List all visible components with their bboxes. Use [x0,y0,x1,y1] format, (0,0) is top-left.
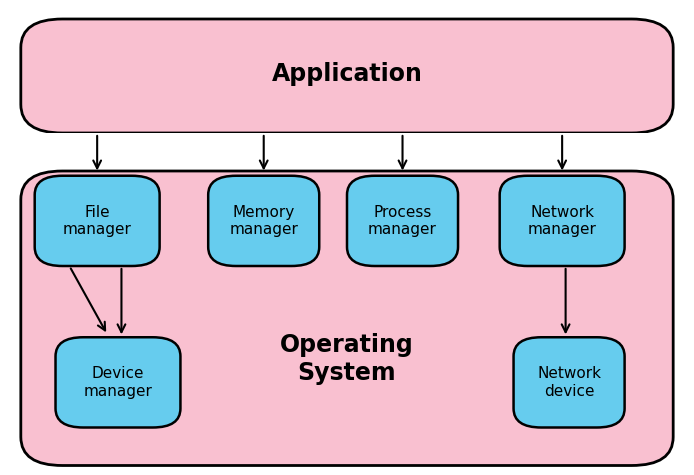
Text: Application: Application [271,62,423,86]
Text: Network
device: Network device [537,366,601,399]
Text: Device
manager: Device manager [83,366,153,399]
Text: Memory
manager: Memory manager [229,205,298,237]
FancyBboxPatch shape [514,337,625,428]
Text: Operating
System: Operating System [280,332,414,385]
FancyBboxPatch shape [21,171,673,466]
FancyBboxPatch shape [208,176,319,266]
Text: Network
manager: Network manager [527,205,597,237]
Text: File
manager: File manager [62,205,132,237]
Text: Process
manager: Process manager [368,205,437,237]
FancyBboxPatch shape [35,176,160,266]
Bar [0,133,694,164]
FancyBboxPatch shape [21,19,673,133]
FancyBboxPatch shape [56,337,180,428]
FancyBboxPatch shape [500,176,625,266]
FancyBboxPatch shape [347,176,458,266]
